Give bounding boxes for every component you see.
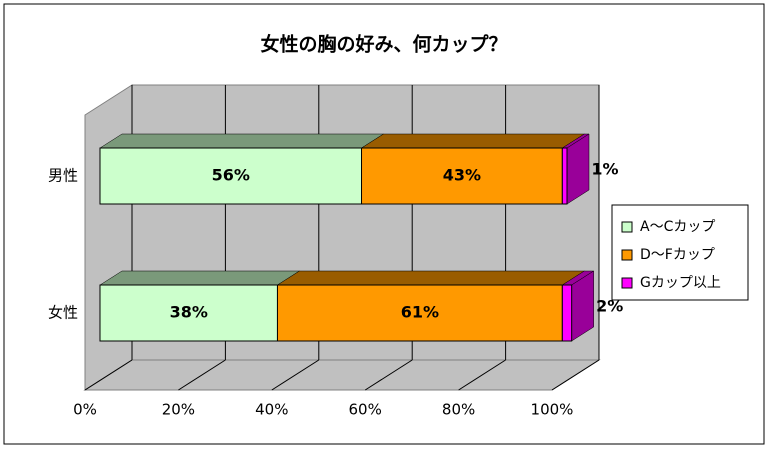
grid-line <box>458 359 506 391</box>
x-tick-label: 60% <box>349 401 382 419</box>
value-label: 2% <box>596 297 623 316</box>
x-tick-label: 100% <box>531 401 574 419</box>
legend-swatch <box>621 249 633 261</box>
grid-line <box>271 359 320 391</box>
legend-label: A～Cカップ <box>640 219 715 235</box>
legend-label: D～Fカップ <box>640 247 715 263</box>
value-label: 56% <box>212 166 250 185</box>
floor <box>83 359 601 391</box>
bar <box>99 284 278 342</box>
grid-line <box>178 359 226 391</box>
legend-label: Gカップ以上 <box>640 275 721 291</box>
grid-line <box>364 359 413 391</box>
chart-title: 女性の胸の好み、何カップ？ <box>260 33 507 56</box>
bar <box>561 147 568 205</box>
bar-top <box>99 133 385 149</box>
bar <box>99 147 363 205</box>
value-label: 61% <box>401 303 439 322</box>
bar <box>561 284 573 342</box>
x-tick-label: 80% <box>442 401 475 419</box>
value-label: 43% <box>443 166 481 185</box>
x-tick-label: 0% <box>73 401 97 419</box>
side-wall <box>84 84 133 391</box>
legend <box>611 204 749 301</box>
y-tick-label: 女性 <box>48 304 78 322</box>
legend-swatch <box>621 221 633 233</box>
x-tick-label: 20% <box>162 401 195 419</box>
value-label: 38% <box>170 303 208 322</box>
bar <box>276 284 563 342</box>
grid-line <box>551 359 600 391</box>
legend-swatch <box>621 277 633 289</box>
bar <box>361 147 563 205</box>
y-tick-label: 男性 <box>48 167 78 185</box>
x-tick-label: 40% <box>255 401 288 419</box>
grid-line <box>84 359 133 391</box>
value-label: 1% <box>591 160 618 179</box>
bar-top <box>360 133 586 149</box>
bar-top <box>276 270 586 286</box>
bar-top <box>99 270 301 286</box>
